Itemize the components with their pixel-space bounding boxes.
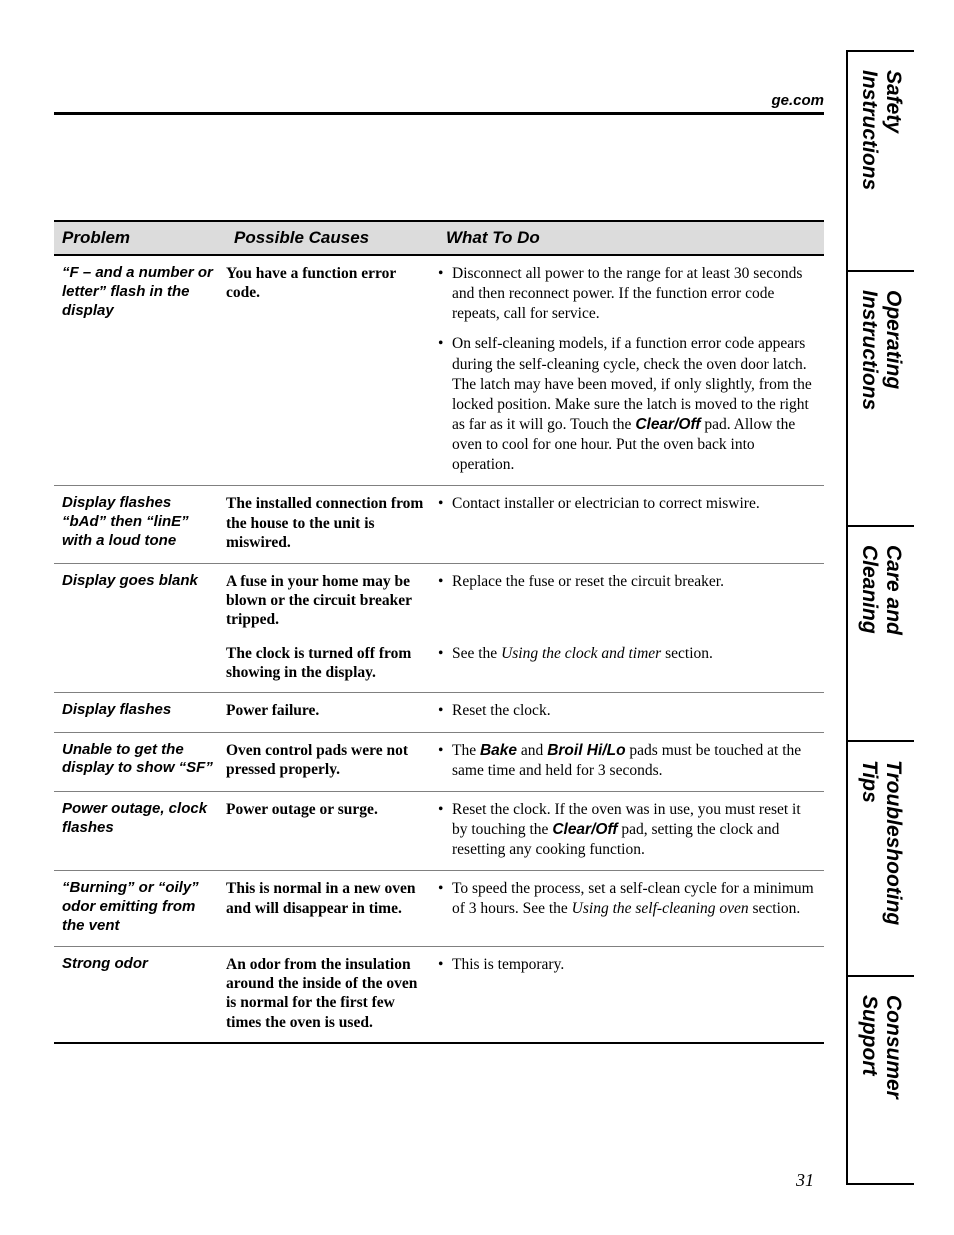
- todo-cell: See the Using the clock and timer sectio…: [438, 644, 824, 683]
- todo-bullet: See the Using the clock and timer sectio…: [438, 644, 818, 664]
- cause-todo-group: A fuse in your home may be blown or the …: [226, 572, 824, 683]
- troubleshooting-table: Problem Possible Causes What To Do “F – …: [54, 220, 824, 1044]
- bullet-dot-icon: [438, 494, 452, 514]
- todo-text: This is temporary.: [452, 955, 818, 975]
- todo-text: Replace the fuse or reset the circuit br…: [452, 572, 818, 592]
- todo-cell: Disconnect all power to the range for at…: [438, 264, 824, 475]
- table-row: Display goes blankA fuse in your home ma…: [54, 564, 824, 694]
- bullet-dot-icon: [438, 572, 452, 592]
- bullet-dot-icon: [438, 264, 452, 324]
- table-row: “Burning” or “oily” odor emitting from t…: [54, 871, 824, 946]
- cause-todo-group: You have a function error code.Disconnec…: [226, 264, 824, 475]
- cause-cell: Power failure.: [226, 701, 438, 721]
- todo-bullet: This is temporary.: [438, 955, 818, 975]
- todo-text: To speed the process, set a self-clean c…: [452, 879, 818, 919]
- todo-cell: This is temporary.: [438, 955, 824, 1033]
- bullet-dot-icon: [438, 800, 452, 860]
- bullet-dot-icon: [438, 741, 452, 781]
- todo-text: See the Using the clock and timer sectio…: [452, 644, 818, 664]
- todo-bullet: Disconnect all power to the range for at…: [438, 264, 818, 324]
- header-causes: Possible Causes: [226, 222, 438, 254]
- sub-row: A fuse in your home may be blown or the …: [226, 572, 824, 630]
- side-tab: Consumer Support: [846, 975, 914, 1185]
- cause-todo-group: Power outage or surge.Reset the clock. I…: [226, 800, 824, 860]
- header-problem: Problem: [54, 222, 226, 254]
- sub-row: The clock is turned off from showing in …: [226, 644, 824, 683]
- sub-row: The installed connection from the house …: [226, 494, 824, 552]
- todo-bullet: On self-cleaning models, if a function e…: [438, 334, 818, 475]
- cause-cell: This is normal in a new oven and will di…: [226, 879, 438, 919]
- cause-todo-group: This is normal in a new oven and will di…: [226, 879, 824, 935]
- todo-bullet: Contact installer or electrician to corr…: [438, 494, 818, 514]
- problem-cell: Display goes blank: [54, 572, 226, 683]
- todo-bullet: The Bake and Broil Hi/Lo pads must be to…: [438, 741, 818, 781]
- cause-todo-group: Power failure. Reset the clock.: [226, 701, 824, 721]
- bullet-dot-icon: [438, 879, 452, 919]
- side-tab: Operating Instructions: [846, 270, 914, 525]
- todo-bullet: Reset the clock. If the oven was in use,…: [438, 800, 818, 860]
- todo-text: Reset the clock.: [452, 701, 818, 721]
- todo-bullet: Reset the clock.: [438, 701, 818, 721]
- table-header-row: Problem Possible Causes What To Do: [54, 222, 824, 256]
- todo-bullet: To speed the process, set a self-clean c…: [438, 879, 818, 919]
- problem-cell: Display flashes: [54, 701, 226, 721]
- table-row: Strong odorAn odor from the insulation a…: [54, 947, 824, 1045]
- sub-row: Power outage or surge.Reset the clock. I…: [226, 800, 824, 860]
- cause-todo-group: An odor from the insulation around the i…: [226, 955, 824, 1033]
- top-rule: [54, 112, 824, 115]
- side-tab: Care and Cleaning: [846, 525, 914, 740]
- todo-text: Disconnect all power to the range for at…: [452, 264, 818, 324]
- side-tab: Safety Instructions: [846, 50, 914, 270]
- todo-text: Reset the clock. If the oven was in use,…: [452, 800, 818, 860]
- sub-row: An odor from the insulation around the i…: [226, 955, 824, 1033]
- table-row: Display flashesPower failure. Reset the c…: [54, 693, 824, 732]
- bullet-dot-icon: [438, 955, 452, 975]
- brand-url: ge.com: [771, 92, 824, 109]
- cause-cell: Oven control pads were not pressed prope…: [226, 741, 438, 781]
- todo-cell: To speed the process, set a self-clean c…: [438, 879, 824, 919]
- todo-bullet: Replace the fuse or reset the circuit br…: [438, 572, 818, 592]
- bullet-dot-icon: [438, 701, 452, 721]
- todo-cell: Contact installer or electrician to corr…: [438, 494, 824, 552]
- header-todo: What To Do: [438, 222, 824, 254]
- table-row: Unable to get the display to show “SF”Ov…: [54, 733, 824, 792]
- cause-cell: A fuse in your home may be blown or the …: [226, 572, 438, 630]
- sub-row: Power failure. Reset the clock.: [226, 701, 824, 721]
- cause-cell: Power outage or surge.: [226, 800, 438, 860]
- todo-cell: Reset the clock. If the oven was in use,…: [438, 800, 824, 860]
- cause-todo-group: Oven control pads were not pressed prope…: [226, 741, 824, 781]
- cause-cell: The clock is turned off from showing in …: [226, 644, 438, 683]
- cause-cell: An odor from the insulation around the i…: [226, 955, 438, 1033]
- problem-cell: “Burning” or “oily” odor emitting from t…: [54, 879, 226, 935]
- table-row: Display flashes “bAd” then “linE” with a…: [54, 486, 824, 563]
- sub-row: This is normal in a new oven and will di…: [226, 879, 824, 919]
- problem-cell: Power outage, clock flashes: [54, 800, 226, 860]
- sub-row: Oven control pads were not pressed prope…: [226, 741, 824, 781]
- bullet-dot-icon: [438, 334, 452, 475]
- cause-cell: You have a function error code.: [226, 264, 438, 475]
- cause-cell: The installed connection from the house …: [226, 494, 438, 552]
- problem-cell: Unable to get the display to show “SF”: [54, 741, 226, 781]
- side-tab-strip: Safety InstructionsOperating Instruction…: [846, 50, 914, 1190]
- problem-cell: Strong odor: [54, 955, 226, 1033]
- todo-cell: Reset the clock.: [438, 701, 824, 721]
- page-number: 31: [796, 1170, 814, 1191]
- todo-text: Contact installer or electrician to corr…: [452, 494, 818, 514]
- side-tab: Troubleshooting Tips: [846, 740, 914, 975]
- bullet-dot-icon: [438, 644, 452, 664]
- sub-row: You have a function error code.Disconnec…: [226, 264, 824, 475]
- todo-text: The Bake and Broil Hi/Lo pads must be to…: [452, 741, 818, 781]
- problem-cell: “F – and a number or letter” flash in th…: [54, 264, 226, 475]
- todo-cell: Replace the fuse or reset the circuit br…: [438, 572, 824, 630]
- problem-cell: Display flashes “bAd” then “linE” with a…: [54, 494, 226, 552]
- cause-todo-group: The installed connection from the house …: [226, 494, 824, 552]
- manual-page: ge.com Safety InstructionsOperating Inst…: [0, 0, 954, 1235]
- table-row: “F – and a number or letter” flash in th…: [54, 256, 824, 486]
- table-body: “F – and a number or letter” flash in th…: [54, 256, 824, 1044]
- table-row: Power outage, clock flashesPower outage …: [54, 792, 824, 871]
- todo-cell: The Bake and Broil Hi/Lo pads must be to…: [438, 741, 824, 781]
- todo-text: On self-cleaning models, if a function e…: [452, 334, 818, 475]
